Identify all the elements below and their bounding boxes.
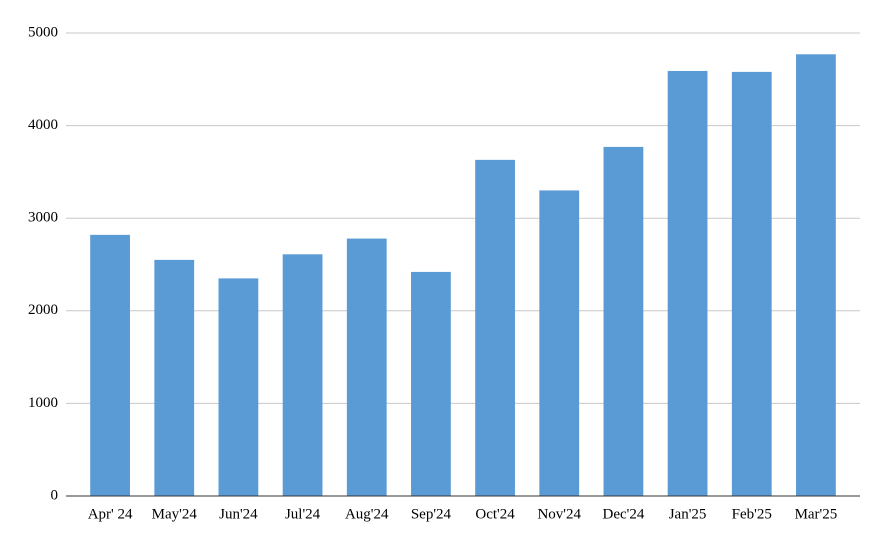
x-tick-label: Nov'24 <box>537 506 581 522</box>
x-tick-label: Oct'24 <box>475 506 515 522</box>
x-tick-label: Aug'24 <box>345 506 389 522</box>
x-tick-label: Sep'24 <box>411 506 452 522</box>
y-tick-label: 5000 <box>28 24 58 40</box>
bar <box>667 70 708 496</box>
x-tick-label: Jan'25 <box>669 506 707 522</box>
bar <box>346 238 387 496</box>
y-tick-label: 0 <box>51 487 59 503</box>
x-tick-label: Jul'24 <box>285 506 321 522</box>
y-tick-label: 1000 <box>28 395 58 411</box>
y-tick-label: 4000 <box>28 117 58 133</box>
x-tick-label: Mar'25 <box>795 506 838 522</box>
bar <box>731 71 772 496</box>
bar <box>90 234 130 497</box>
bar <box>603 146 644 496</box>
bar <box>411 271 451 496</box>
x-tick-label: Jun'24 <box>219 506 258 522</box>
y-tick-label: 3000 <box>28 210 58 226</box>
bar <box>796 54 836 496</box>
y-tick-label: 2000 <box>28 302 58 318</box>
x-tick-label: Apr' 24 <box>88 506 133 522</box>
x-tick-label: Dec'24 <box>602 506 644 522</box>
bar <box>218 278 259 496</box>
bar <box>539 190 580 497</box>
bar <box>154 259 195 496</box>
bar <box>475 159 515 496</box>
x-tick-label: May'24 <box>152 506 198 522</box>
x-tick-label: Feb'25 <box>732 506 772 522</box>
bar <box>282 254 323 496</box>
